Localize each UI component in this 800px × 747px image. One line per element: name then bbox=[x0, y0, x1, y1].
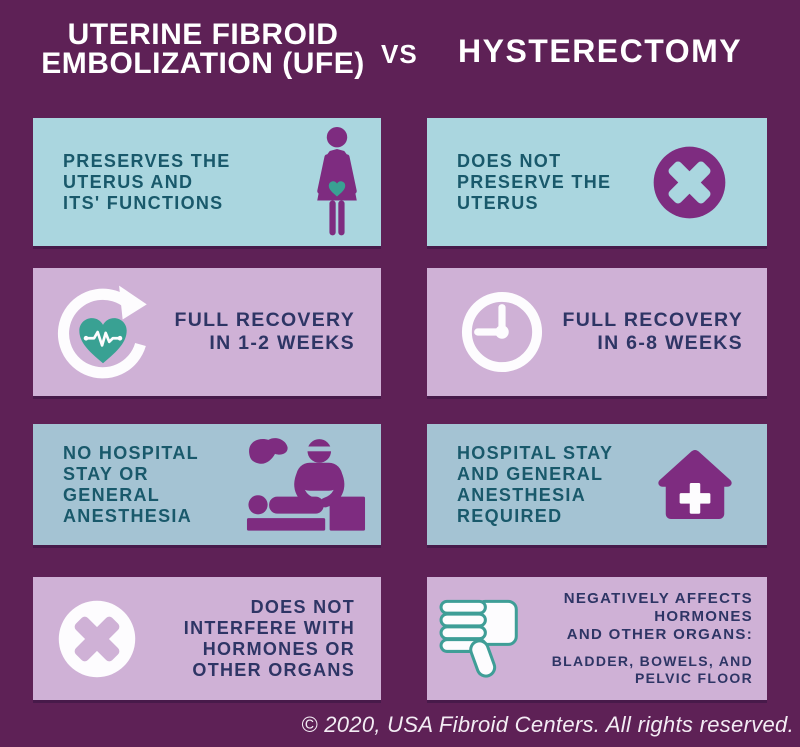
card-ufe-recovery: FULL RECOVERY IN 1-2 WEEKS bbox=[33, 268, 381, 396]
left-column-title: UTERINE FIBROID EMBOLIZATION (UFE) bbox=[28, 18, 378, 80]
cross-circle-white-icon bbox=[58, 600, 136, 677]
right-column-title: HYSTERECTOMY bbox=[458, 33, 743, 69]
card-ufe-preserves-uterus: PRESERVES THE UTERUS AND ITS' FUNCTIONS bbox=[33, 118, 381, 246]
cross-circle-purple-icon bbox=[653, 146, 726, 218]
card-text: FULL RECOVERY IN 6-8 WEEKS bbox=[562, 309, 743, 354]
card-text: PRESERVES THE UTERUS AND ITS' FUNCTIONS bbox=[63, 150, 231, 213]
card-text: NO HOSPITAL STAY OR GENERAL ANESTHESIA bbox=[63, 442, 199, 526]
card-text-stack: NEGATIVELY AFFECTS HORMONES AND OTHER OR… bbox=[523, 590, 753, 687]
vs-label: VS bbox=[381, 39, 418, 69]
card-hys-does-not-preserve: DOES NOT PRESERVE THE UTERUS bbox=[427, 118, 767, 246]
card-text: NEGATIVELY AFFECTS HORMONES AND OTHER OR… bbox=[563, 590, 753, 643]
left-title-line2: EMBOLIZATION (UFE) bbox=[41, 47, 365, 80]
card-text: DOES NOT PRESERVE THE UTERUS bbox=[457, 150, 612, 213]
card-text: HOSPITAL STAY AND GENERAL ANESTHESIA REQ… bbox=[457, 442, 614, 526]
card-text: FULL RECOVERY IN 1-2 WEEKS bbox=[174, 309, 355, 354]
hospital-house-icon bbox=[658, 450, 732, 519]
left-title-line1: UTERINE FIBROID bbox=[67, 18, 339, 51]
procedure-no-hospital-icon bbox=[246, 438, 366, 531]
card-ufe-no-hospital: NO HOSPITAL STAY OR GENERAL ANESTHESIA bbox=[33, 424, 381, 545]
card-subtext: BLADDER, BOWELS, AND PELVIC FLOOR bbox=[551, 653, 753, 686]
card-ufe-no-hormone-interference: DOES NOT INTERFERE WITH HORMONES OR OTHE… bbox=[33, 577, 381, 700]
heart-recovery-icon bbox=[57, 285, 147, 379]
card-hys-recovery: FULL RECOVERY IN 6-8 WEEKS bbox=[427, 268, 767, 396]
thumbs-down-icon bbox=[439, 599, 518, 678]
card-hys-hospital-required: HOSPITAL STAY AND GENERAL ANESTHESIA REQ… bbox=[427, 424, 767, 545]
woman-uterus-icon bbox=[317, 126, 357, 236]
copyright-notice: © 2020, USA Fibroid Centers. All rights … bbox=[301, 712, 794, 737]
card-hys-negative-effects: NEGATIVELY AFFECTS HORMONES AND OTHER OR… bbox=[427, 577, 767, 700]
card-text: DOES NOT INTERFERE WITH HORMONES OR OTHE… bbox=[183, 596, 355, 680]
clock-icon bbox=[461, 291, 543, 373]
